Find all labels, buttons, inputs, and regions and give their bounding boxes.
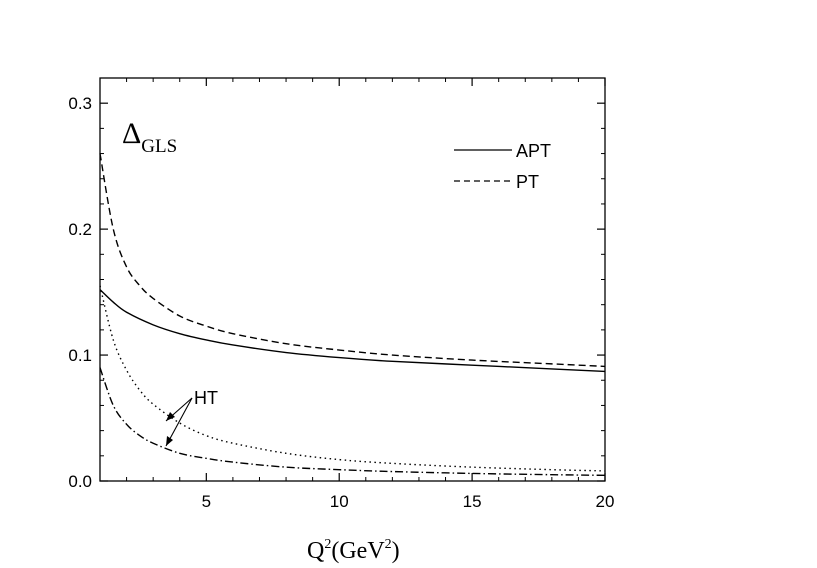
x-tick-label: 10 <box>330 492 349 511</box>
x-tick-label: 15 <box>463 492 482 511</box>
series-line-dashdot <box>99 367 606 477</box>
ht-label: HT <box>194 388 218 408</box>
legend-label-pt: PT <box>516 172 539 192</box>
x-axis-label: Q2(GeV2) <box>307 537 400 564</box>
ht-arrow-dashdot <box>165 397 193 447</box>
ht-arrow-head-dashdot <box>166 436 173 446</box>
series-line-solid <box>99 289 606 373</box>
panel-label-main: Δ <box>122 117 141 150</box>
ht-annotation: HT <box>165 388 218 447</box>
series-line-dotted <box>99 285 606 472</box>
x-axis-label-close: ) <box>392 538 400 564</box>
ht-arrow-head-dotted <box>166 412 175 421</box>
x-axis-label-paren: (GeV <box>331 538 385 564</box>
axis-ticks <box>100 77 606 482</box>
y-tick-label: 0.1 <box>68 346 92 365</box>
legend: APT PT <box>454 141 551 192</box>
panel-label: ΔGLS <box>122 117 177 157</box>
x-axis-label-sup2: 2 <box>385 537 392 552</box>
legend-label-apt: APT <box>516 141 551 161</box>
series-lines <box>99 153 606 477</box>
panel-label-subscript: GLS <box>141 136 177 157</box>
tick-labels: 5 10 15 20 0.0 0.1 0.2 0.3 <box>68 94 614 511</box>
y-tick-label: 0.0 <box>68 472 92 491</box>
y-tick-label: 0.3 <box>68 94 92 113</box>
x-axis-label-sup1: 2 <box>324 537 331 552</box>
x-tick-label: 5 <box>202 492 211 511</box>
x-axis-label-main: Q <box>307 538 324 564</box>
y-tick-label: 0.2 <box>68 220 92 239</box>
series-line-dashed <box>99 153 606 368</box>
x-tick-label: 20 <box>596 492 615 511</box>
